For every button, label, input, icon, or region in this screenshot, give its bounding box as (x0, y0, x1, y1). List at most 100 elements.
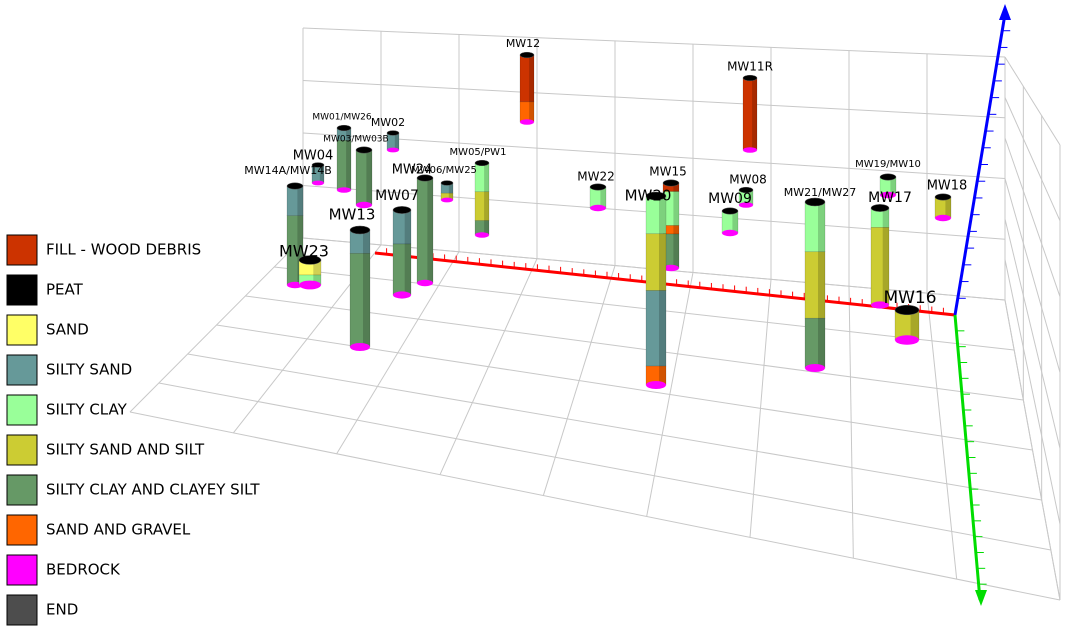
well-label: MW03/MW03B (323, 135, 388, 145)
well-top (286, 182, 304, 190)
legend-swatch (6, 274, 38, 306)
well-bottom (805, 364, 825, 372)
well-label: MW21/MW27 (784, 186, 856, 199)
well-shade (945, 197, 951, 218)
well-bottom (646, 381, 666, 389)
well-bottom (743, 147, 757, 153)
well-top (474, 159, 490, 167)
well-top (879, 173, 897, 181)
well-top (311, 162, 325, 168)
well-top (738, 186, 754, 194)
well-top (336, 124, 352, 132)
well-label: MW09 (708, 191, 752, 207)
well-shade (404, 210, 411, 295)
well-shade (363, 230, 370, 347)
well-shade (346, 128, 351, 190)
legend-label: END (46, 601, 78, 619)
well-label: MW20 (625, 187, 672, 205)
legend-swatch (6, 354, 38, 386)
well-top (894, 304, 920, 316)
well-bottom (590, 204, 606, 212)
legend-label: SILTY SAND (46, 361, 132, 379)
well-label: MW24 (392, 163, 433, 178)
z-arrow (999, 4, 1011, 20)
well-shade (890, 177, 896, 195)
well-top (645, 191, 667, 201)
well-top (870, 204, 890, 212)
well-label: MW19/MW10 (855, 159, 921, 170)
well-bottom (387, 147, 399, 153)
grid-line (187, 353, 1042, 501)
well-label: MW11R (727, 60, 773, 74)
well-top (589, 183, 607, 191)
well-top (416, 174, 434, 182)
well-label: MW13 (329, 206, 376, 224)
well-label: MW23 (279, 242, 329, 261)
well-top (349, 225, 371, 235)
well-shade (659, 196, 666, 385)
well-shade (748, 190, 753, 205)
well-shade (910, 310, 919, 340)
legend-label: SILTY CLAY AND CLAYEY SILT (46, 481, 260, 499)
legend: FILL - WOOD DEBRIS PEAT SAND SILTY SAND SILT… (6, 234, 260, 626)
well-top (934, 193, 952, 201)
well-shade (529, 55, 534, 122)
legend-label: SILTY CLAY (46, 401, 128, 419)
well-label: MW02 (371, 116, 405, 129)
well-bottom (739, 202, 753, 208)
well-bottom (871, 301, 889, 309)
well-label: MW05/PW1 (450, 147, 507, 158)
well-bottom (312, 180, 324, 186)
y-arrow (975, 590, 987, 606)
well-shade (673, 183, 679, 268)
well-label: MW22 (577, 170, 615, 184)
well-label: MW18 (927, 179, 968, 194)
well-top (386, 130, 400, 136)
grid-line (302, 80, 1006, 119)
legend-label: SAND AND GRAVEL (46, 521, 191, 539)
grid-line (1004, 178, 1061, 373)
grid-line (302, 27, 1006, 58)
grid-line (1004, 299, 1061, 601)
well-bottom (393, 291, 411, 299)
well-label: MW15 (649, 165, 687, 179)
well-label: MW07 (375, 188, 419, 204)
well-bottom (475, 232, 489, 238)
well-bottom (895, 335, 919, 345)
legend-swatch (6, 434, 38, 466)
well-label: MW17 (868, 190, 912, 206)
legend-swatch (6, 234, 38, 266)
well-shade (752, 78, 757, 150)
well-label: MW06/MW25 (411, 165, 477, 176)
grid-line (245, 295, 1024, 401)
grid-line (1004, 218, 1061, 449)
well-bottom (417, 279, 433, 287)
well-bottom (880, 191, 896, 199)
well-label: MW08 (729, 173, 767, 187)
legend-swatch (6, 314, 38, 346)
well-shade (319, 165, 324, 183)
grid (129, 27, 1061, 601)
well-shade (313, 260, 321, 285)
well-bottom (663, 264, 679, 272)
well-shade (818, 202, 825, 368)
grid-line (1004, 137, 1061, 297)
well-bottom (722, 229, 738, 237)
legend-swatch (6, 514, 38, 546)
grid-line (1004, 56, 1061, 146)
well-bottom (935, 214, 951, 222)
legend-swatch (6, 594, 38, 626)
well-top (742, 74, 758, 82)
well-top (298, 255, 322, 265)
well-label: MW16 (883, 288, 936, 308)
well-label: MW12 (506, 37, 540, 50)
legend-swatch (6, 554, 38, 586)
well-bottom (299, 280, 321, 290)
well-top (355, 146, 373, 154)
well-shade (297, 186, 303, 285)
grid-line (1004, 97, 1061, 222)
well-top (519, 51, 535, 59)
well-bottom (337, 187, 351, 193)
well-top (804, 197, 826, 207)
